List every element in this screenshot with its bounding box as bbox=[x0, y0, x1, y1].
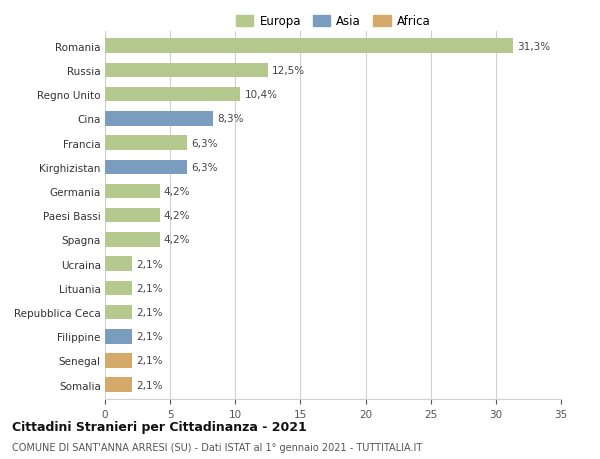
Text: 2,1%: 2,1% bbox=[136, 331, 163, 341]
Bar bbox=[105, 88, 241, 102]
Text: 4,2%: 4,2% bbox=[164, 235, 190, 245]
Text: 12,5%: 12,5% bbox=[272, 66, 305, 76]
Text: 4,2%: 4,2% bbox=[164, 186, 190, 196]
Text: 2,1%: 2,1% bbox=[136, 356, 163, 366]
Legend: Europa, Asia, Africa: Europa, Asia, Africa bbox=[231, 11, 435, 33]
Bar bbox=[105, 329, 133, 344]
Text: 2,1%: 2,1% bbox=[136, 283, 163, 293]
Bar bbox=[105, 160, 187, 175]
Text: 31,3%: 31,3% bbox=[517, 42, 550, 51]
Text: 2,1%: 2,1% bbox=[136, 380, 163, 390]
Text: 4,2%: 4,2% bbox=[164, 211, 190, 221]
Bar bbox=[105, 257, 133, 271]
Text: 6,3%: 6,3% bbox=[191, 162, 217, 173]
Text: 10,4%: 10,4% bbox=[244, 90, 277, 100]
Bar bbox=[105, 136, 187, 151]
Text: 8,3%: 8,3% bbox=[217, 114, 244, 124]
Bar bbox=[105, 63, 268, 78]
Text: Cittadini Stranieri per Cittadinanza - 2021: Cittadini Stranieri per Cittadinanza - 2… bbox=[12, 420, 307, 433]
Bar bbox=[105, 39, 513, 54]
Bar bbox=[105, 208, 160, 223]
Bar bbox=[105, 112, 213, 126]
Bar bbox=[105, 305, 133, 319]
Bar bbox=[105, 233, 160, 247]
Text: 6,3%: 6,3% bbox=[191, 138, 217, 148]
Bar bbox=[105, 353, 133, 368]
Text: 2,1%: 2,1% bbox=[136, 308, 163, 317]
Text: 2,1%: 2,1% bbox=[136, 259, 163, 269]
Bar bbox=[105, 281, 133, 296]
Bar bbox=[105, 185, 160, 199]
Bar bbox=[105, 378, 133, 392]
Text: COMUNE DI SANT'ANNA ARRESI (SU) - Dati ISTAT al 1° gennaio 2021 - TUTTITALIA.IT: COMUNE DI SANT'ANNA ARRESI (SU) - Dati I… bbox=[12, 442, 422, 452]
